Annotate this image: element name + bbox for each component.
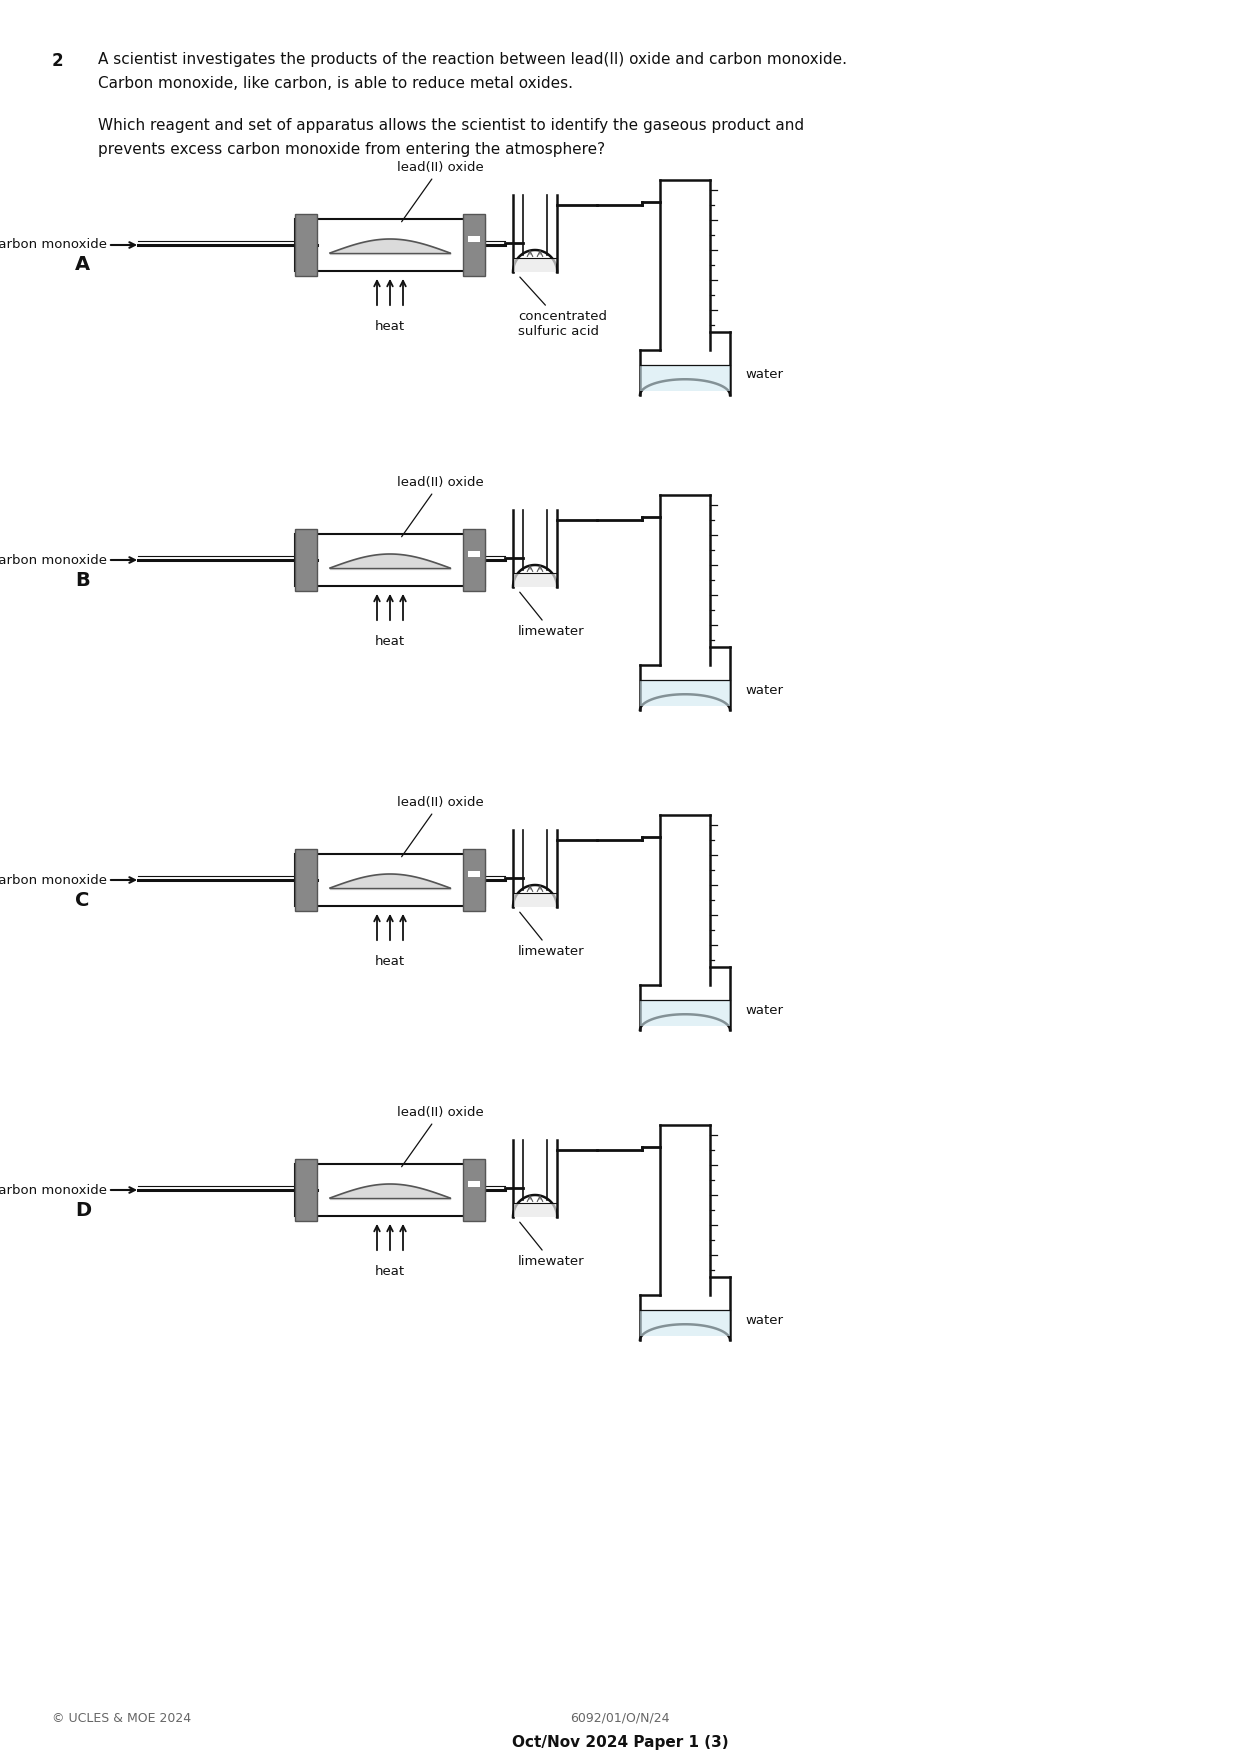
Text: 2: 2 bbox=[52, 53, 63, 70]
Text: heat: heat bbox=[375, 635, 405, 647]
Text: Carbon monoxide, like carbon, is able to reduce metal oxides.: Carbon monoxide, like carbon, is able to… bbox=[98, 75, 573, 91]
Text: limewater: limewater bbox=[517, 593, 585, 638]
Text: Oct/Nov 2024 Paper 1 (3): Oct/Nov 2024 Paper 1 (3) bbox=[511, 1735, 728, 1749]
Text: heat: heat bbox=[375, 319, 405, 333]
Text: water: water bbox=[745, 1003, 783, 1017]
Bar bbox=[514, 258, 556, 272]
Text: heat: heat bbox=[375, 954, 405, 968]
Bar bbox=[468, 1180, 480, 1187]
Text: lead(II) oxide: lead(II) oxide bbox=[397, 475, 484, 537]
Bar bbox=[463, 1159, 485, 1221]
Bar bbox=[463, 849, 485, 910]
Text: limewater: limewater bbox=[517, 1223, 585, 1268]
Text: lead(II) oxide: lead(II) oxide bbox=[397, 1107, 484, 1166]
Text: carbon monoxide: carbon monoxide bbox=[0, 1184, 107, 1196]
Bar bbox=[640, 1310, 730, 1337]
Bar bbox=[295, 1159, 316, 1221]
Text: lead(II) oxide: lead(II) oxide bbox=[397, 161, 484, 221]
Text: heat: heat bbox=[375, 1265, 405, 1279]
Bar bbox=[295, 214, 316, 275]
Bar bbox=[640, 681, 730, 707]
Text: D: D bbox=[74, 1200, 91, 1219]
Bar bbox=[514, 893, 556, 907]
Text: concentrated
sulfuric acid: concentrated sulfuric acid bbox=[517, 277, 607, 339]
Text: A scientist investigates the products of the reaction between lead(II) oxide and: A scientist investigates the products of… bbox=[98, 53, 848, 67]
Text: A: A bbox=[74, 256, 91, 274]
Bar bbox=[514, 574, 556, 588]
Bar bbox=[640, 365, 730, 391]
Text: Which reagent and set of apparatus allows the scientist to identify the gaseous : Which reagent and set of apparatus allow… bbox=[98, 118, 804, 133]
Bar bbox=[295, 533, 485, 586]
Text: carbon monoxide: carbon monoxide bbox=[0, 239, 107, 251]
Bar bbox=[295, 849, 316, 910]
Bar bbox=[295, 854, 485, 907]
Bar bbox=[463, 530, 485, 591]
Bar bbox=[468, 872, 480, 877]
Text: 6092/01/O/N/24: 6092/01/O/N/24 bbox=[571, 1712, 670, 1724]
Text: carbon monoxide: carbon monoxide bbox=[0, 873, 107, 886]
Text: water: water bbox=[745, 368, 783, 382]
Bar bbox=[295, 530, 316, 591]
Text: prevents excess carbon monoxide from entering the atmosphere?: prevents excess carbon monoxide from ent… bbox=[98, 142, 606, 158]
Bar bbox=[295, 1165, 485, 1216]
Text: limewater: limewater bbox=[517, 912, 585, 958]
Bar bbox=[640, 1000, 730, 1026]
Text: C: C bbox=[74, 891, 89, 910]
Text: B: B bbox=[74, 570, 89, 589]
Text: carbon monoxide: carbon monoxide bbox=[0, 554, 107, 567]
Bar bbox=[468, 237, 480, 242]
Bar bbox=[295, 219, 485, 272]
Bar bbox=[468, 551, 480, 558]
Text: lead(II) oxide: lead(II) oxide bbox=[397, 796, 484, 856]
Text: water: water bbox=[745, 1314, 783, 1326]
Text: © UCLES & MOE 2024: © UCLES & MOE 2024 bbox=[52, 1712, 191, 1724]
Text: water: water bbox=[745, 684, 783, 696]
Bar bbox=[463, 214, 485, 275]
Bar bbox=[514, 1203, 556, 1217]
